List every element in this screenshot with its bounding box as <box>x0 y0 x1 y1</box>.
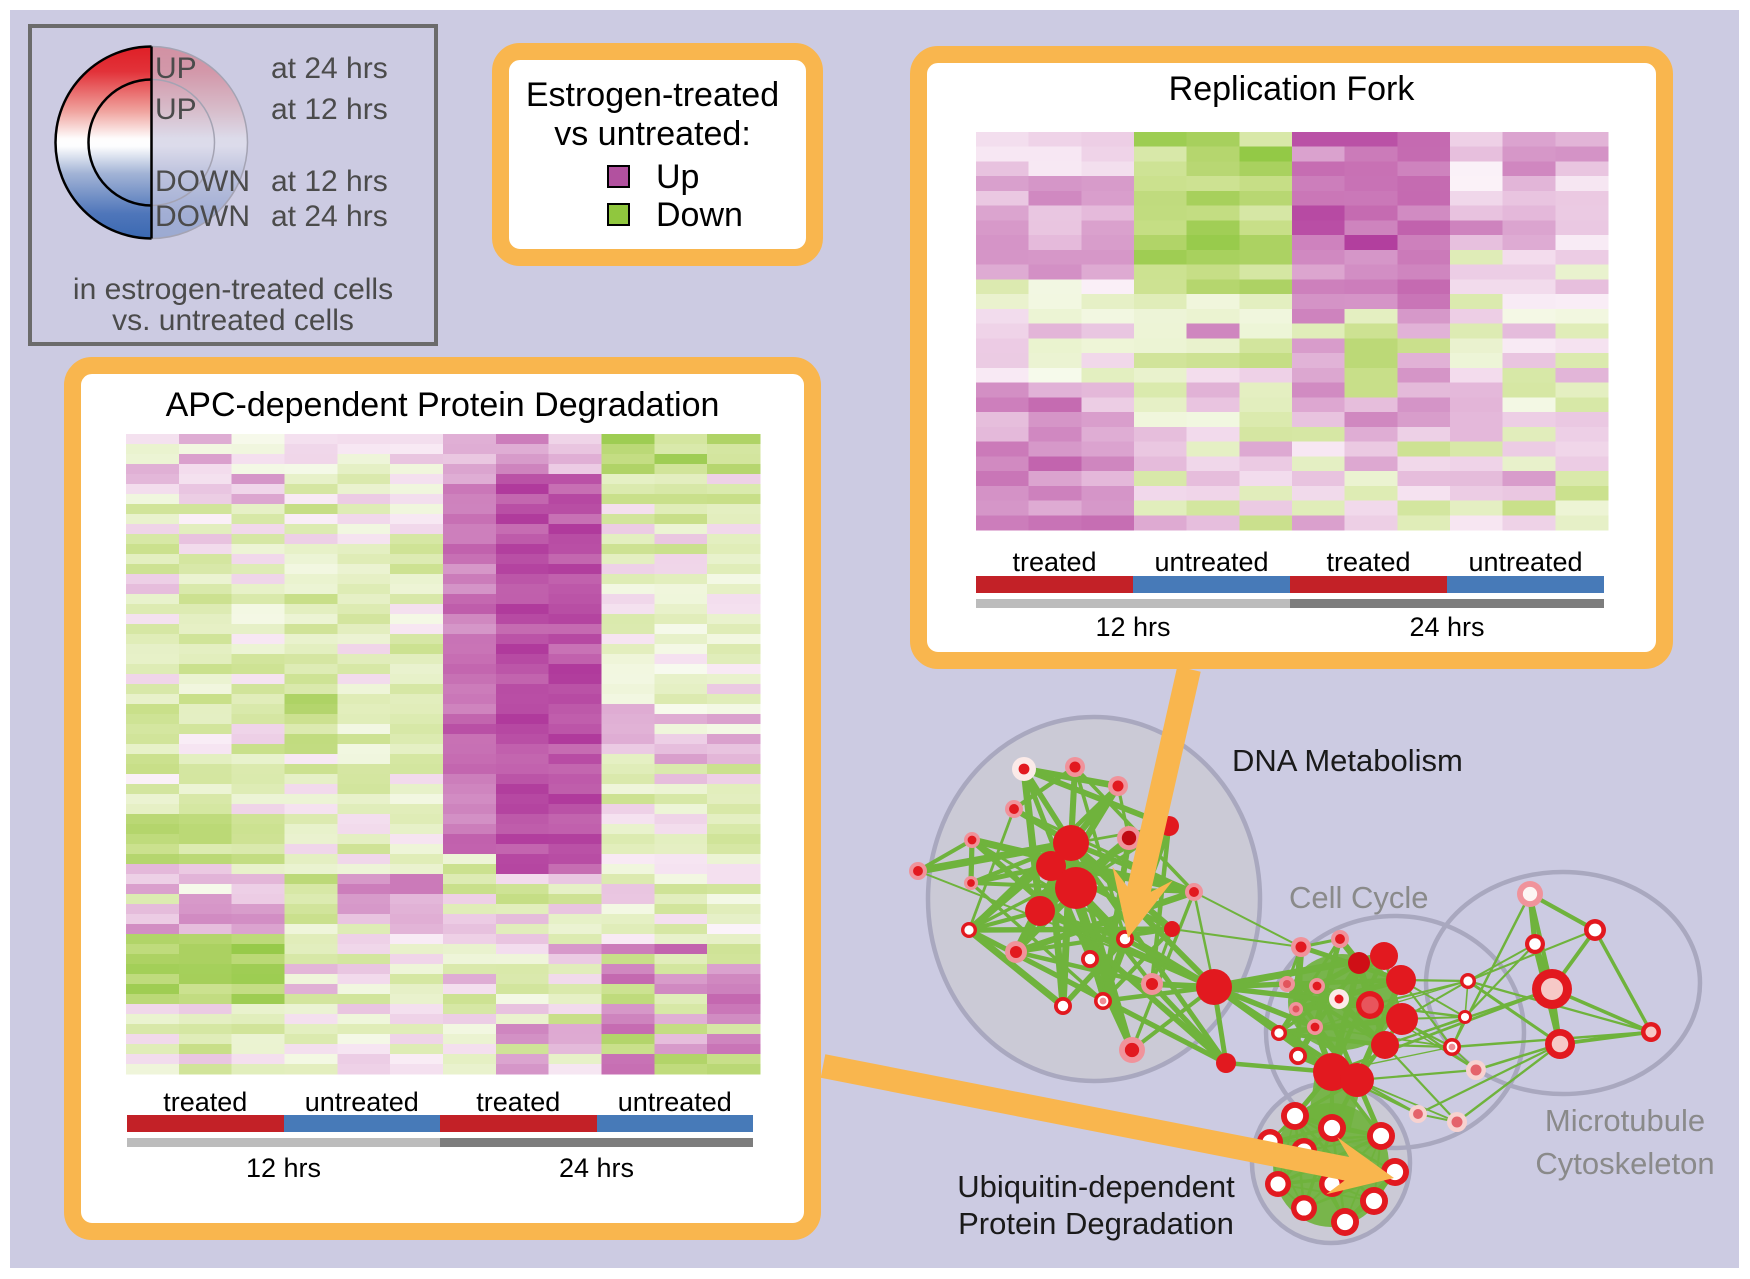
svg-text:Microtubule: Microtubule <box>1545 1103 1705 1138</box>
svg-text:Ubiquitin-dependent: Ubiquitin-dependent <box>957 1169 1235 1204</box>
svg-text:Cell Cycle: Cell Cycle <box>1289 880 1429 915</box>
svg-text:Cytoskeleton: Cytoskeleton <box>1535 1146 1714 1181</box>
svg-text:Protein Degradation: Protein Degradation <box>958 1206 1234 1241</box>
svg-text:DNA Metabolism: DNA Metabolism <box>1232 743 1463 778</box>
